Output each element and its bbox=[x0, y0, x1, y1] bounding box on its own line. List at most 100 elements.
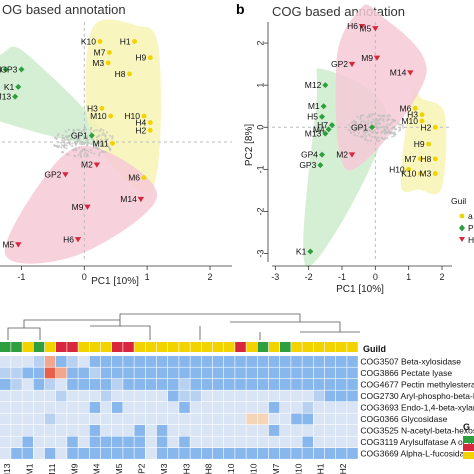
cloud-point bbox=[382, 130, 386, 133]
heatmap-cell bbox=[268, 413, 280, 425]
cloud-point bbox=[95, 129, 98, 132]
panel-b-letter: b bbox=[236, 1, 245, 17]
heatmap-cell bbox=[235, 356, 246, 367]
heatmap-cell bbox=[336, 448, 347, 459]
point-H5 bbox=[319, 113, 325, 120]
heatmap-cell bbox=[67, 436, 78, 448]
point-label-M9: M9 bbox=[361, 53, 373, 63]
heatmap-cell bbox=[0, 356, 11, 367]
legend-items: aPH bbox=[459, 211, 474, 245]
heatmap-cell bbox=[134, 379, 145, 390]
heatmap-cell bbox=[190, 448, 201, 459]
heatmap-cell bbox=[313, 379, 325, 390]
heatmap-cell bbox=[224, 448, 235, 459]
heatmap-cell bbox=[67, 413, 78, 425]
panel-a-x-label: PC1 [10%] bbox=[91, 276, 139, 287]
point-M2 bbox=[93, 162, 101, 168]
cloud-point bbox=[98, 152, 101, 155]
cloud-point bbox=[95, 146, 99, 150]
cloud-point bbox=[71, 142, 74, 145]
cloud-point bbox=[84, 152, 87, 155]
guild-bar-cell bbox=[347, 342, 358, 352]
cloud-point bbox=[72, 129, 75, 132]
heatmap-cell bbox=[89, 356, 101, 367]
heatmap-cell bbox=[268, 379, 280, 390]
heatmap-cell bbox=[212, 448, 224, 459]
panel-a-guild-regions bbox=[0, 19, 162, 264]
cloud-point bbox=[70, 134, 73, 137]
heatmap-cell bbox=[33, 356, 45, 367]
heatmap-cell bbox=[67, 402, 78, 413]
point-label-M6: M6 bbox=[400, 103, 412, 113]
heatmap-cell bbox=[201, 413, 213, 425]
heatmap-cell bbox=[100, 367, 112, 379]
cloud-point bbox=[63, 144, 66, 147]
cloud-point bbox=[72, 133, 75, 136]
guild-bar-cell bbox=[212, 342, 224, 352]
cloud-point bbox=[53, 144, 56, 147]
heatmap-cell bbox=[0, 425, 11, 436]
heatmap-cell bbox=[0, 413, 11, 425]
point-label-M6: M6 bbox=[128, 173, 140, 183]
point-label-GP2: GP2 bbox=[331, 59, 348, 69]
point-label-GP2: GP2 bbox=[44, 169, 61, 179]
cloud-point bbox=[61, 134, 64, 137]
cloud-point bbox=[65, 144, 68, 147]
heatmap-cell bbox=[280, 356, 291, 367]
point-K10 bbox=[97, 39, 103, 44]
cloud-point bbox=[365, 131, 368, 134]
heatmap-column-label: H3 bbox=[181, 463, 191, 474]
heatmap-cell bbox=[336, 367, 347, 379]
heatmap-cell bbox=[11, 367, 22, 379]
heatmap-cell bbox=[324, 448, 336, 459]
heatmap-cell bbox=[0, 448, 11, 459]
heatmap-column-label: M4 bbox=[92, 463, 102, 474]
x-tick-label: -3 bbox=[271, 272, 279, 282]
heatmap-cell bbox=[11, 425, 22, 436]
legend-label-yellow: a bbox=[468, 211, 473, 221]
heatmap-cell bbox=[22, 425, 33, 436]
cloud-point bbox=[362, 119, 365, 122]
heatmap-legend-title: G bbox=[463, 422, 470, 432]
heatmap-cell bbox=[78, 436, 89, 448]
cloud-point bbox=[391, 118, 394, 121]
cloud-point bbox=[80, 155, 83, 159]
y-tick-label: -3 bbox=[255, 250, 265, 258]
legend-marker-red bbox=[459, 237, 465, 242]
heatmap-cell bbox=[347, 379, 358, 390]
heatmap-cell bbox=[291, 367, 302, 379]
cloud-point bbox=[363, 123, 366, 126]
point-label-GP4: GP4 bbox=[0, 64, 2, 74]
point-H4 bbox=[147, 120, 153, 125]
heatmap-cell bbox=[145, 390, 157, 402]
heatmap-cell bbox=[235, 448, 246, 459]
heatmap-cell bbox=[201, 402, 213, 413]
heatmap-cell bbox=[302, 402, 313, 413]
heatmap-cell bbox=[179, 390, 190, 402]
cloud-point bbox=[76, 128, 79, 131]
heatmap-cell bbox=[145, 379, 157, 390]
heatmap-cell bbox=[78, 379, 89, 390]
heatmap-cell bbox=[134, 367, 145, 379]
heatmap-row-label: COG4677 Pectin methylesterase/related ac… bbox=[360, 380, 474, 390]
heatmap-cell bbox=[100, 356, 112, 367]
heatmap-cell bbox=[168, 425, 179, 436]
panel-b-guild-regions bbox=[303, 4, 447, 268]
point-M2 bbox=[348, 152, 356, 158]
heatmap-cell bbox=[78, 448, 89, 459]
guild-bar-cell bbox=[11, 342, 22, 352]
cloud-point bbox=[100, 138, 103, 141]
heatmap-cell bbox=[0, 367, 11, 379]
heatmap-cell bbox=[89, 413, 101, 425]
point-M4 bbox=[325, 126, 332, 133]
heatmap-cell bbox=[168, 413, 179, 425]
guild-bar-cell bbox=[190, 342, 201, 352]
heatmap-cell bbox=[56, 390, 67, 402]
heatmap-column-label: GP2 bbox=[136, 463, 146, 474]
heatmap-cell bbox=[33, 402, 45, 413]
heatmap-cell bbox=[134, 402, 145, 413]
heatmap-cell bbox=[347, 390, 358, 402]
cloud-point bbox=[353, 131, 356, 134]
point-H8 bbox=[127, 71, 132, 77]
cloud-point bbox=[89, 148, 92, 151]
